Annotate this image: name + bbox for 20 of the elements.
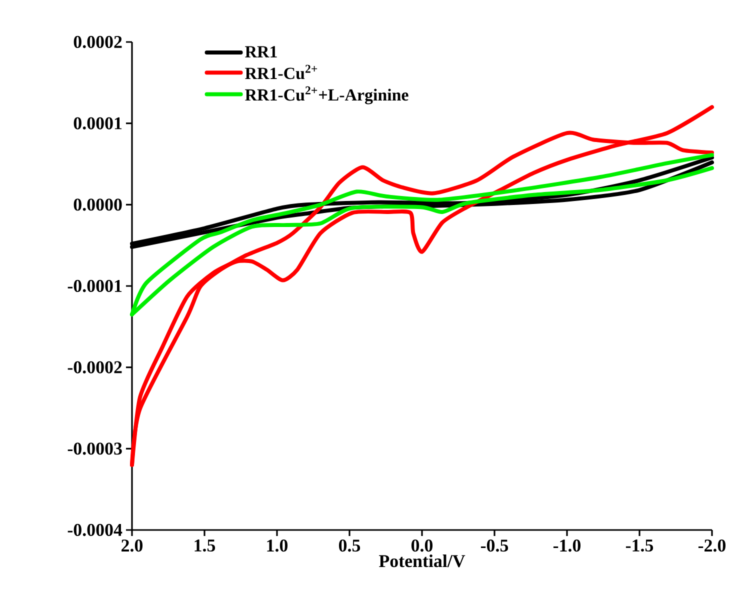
x-tick-label: -1.5	[626, 540, 654, 552]
x-tick-label: 0.0	[411, 540, 433, 552]
y-tick-label: -0.0002	[68, 361, 122, 374]
x-tick-label: 2.0	[122, 540, 143, 552]
y-tick-label: -0.0004	[68, 524, 122, 536]
y-tick-label: -0.0001	[68, 280, 122, 292]
x-tick-label: -0.5	[480, 540, 508, 552]
legend-label: RR1	[245, 46, 277, 58]
x-tick-label: -2.0	[698, 540, 726, 552]
y-tick-label: 0.0002	[74, 36, 122, 48]
x-tick-label: 1.5	[194, 540, 216, 552]
legend-label: RR1-Cu$^{2+}$+L-Arginine	[245, 86, 408, 104]
y-tick-label: -0.0003	[68, 442, 122, 455]
x-tick-label: 0.5	[338, 540, 360, 552]
y-tick-label: 0.0001	[74, 117, 122, 130]
x-tick-label: -1.0	[553, 540, 581, 552]
x-axis-title: Potential/V	[378, 554, 466, 568]
legend-label: RR1-Cu$^{2+}$	[245, 64, 318, 80]
x-tick-label: 1.0	[267, 540, 288, 552]
y-tick-label: 0.0000	[74, 198, 122, 211]
